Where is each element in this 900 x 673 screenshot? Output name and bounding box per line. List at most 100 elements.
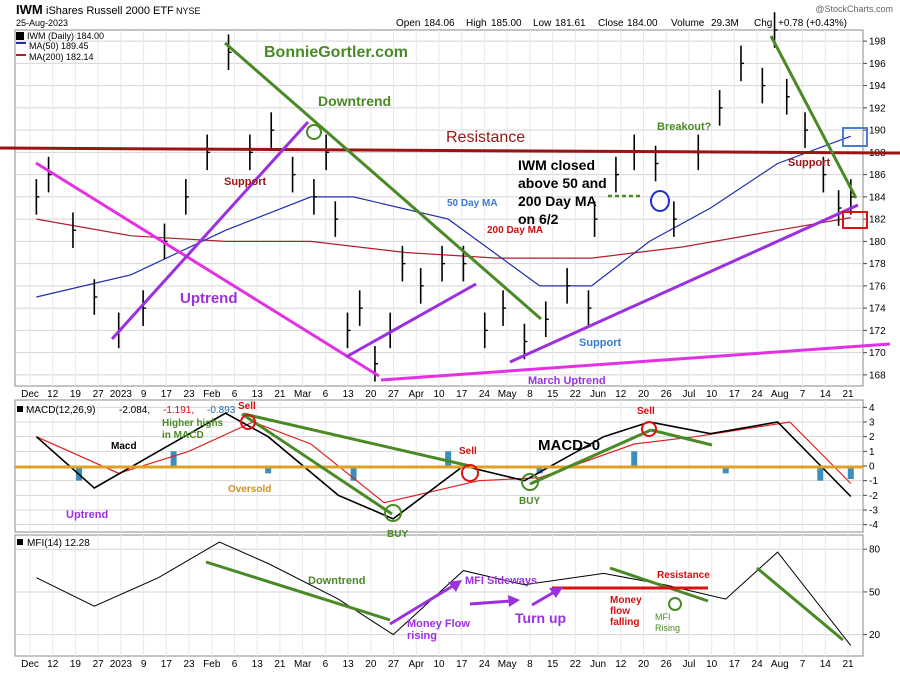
march-uptrend-label: March Uptrend (528, 375, 606, 387)
x-axis-label: 27 (388, 389, 400, 400)
money-flow-falling-2: flow (610, 606, 630, 617)
macd-histogram-bar (350, 466, 357, 481)
vertical-grid (29, 30, 849, 656)
mfi-resistance-label: Resistance (657, 570, 710, 581)
closed-note: IWM closed above 50 and 200 Day MA on 6/… (518, 157, 607, 227)
x-axis-label: 14 (820, 389, 832, 400)
x-axis-label: 7 (800, 659, 806, 670)
x-axis-label: 9 (141, 389, 147, 400)
buy-label-1: BUY (387, 529, 408, 540)
x-axis-label: Jun (590, 659, 606, 670)
x-axis-label: 23 (183, 659, 195, 670)
x-axis-label: 27 (93, 389, 105, 400)
macd-histogram-bar (170, 451, 177, 466)
x-axis-label: 20 (365, 659, 377, 670)
closed-note-line-2: above 50 and (518, 175, 607, 191)
buy-label-2: BUY (519, 496, 540, 507)
x-axis-label: 21 (274, 389, 286, 400)
macd-rising-line (529, 428, 652, 486)
mfi-annotations: Downtrend MFI Sideways Money Flow rising… (205, 560, 844, 642)
macd-tick-label: -2 (869, 491, 878, 502)
price-tick-label: 190 (869, 126, 886, 137)
x-axis-label: 15 (547, 659, 559, 670)
x-axis-label: Apr (408, 389, 424, 400)
ma50-legend-text: MA(50) 189.45 (29, 41, 89, 51)
mfi-rising-arrowhead (448, 580, 462, 592)
price-tick-label: 168 (869, 370, 886, 381)
closed-note-line-4: on 6/2 (518, 211, 559, 227)
mfi-turnup-arrow (531, 589, 557, 607)
x-axis-label: Jul (683, 659, 696, 670)
x-axis-label: 24 (479, 659, 491, 670)
ma50-value-box (842, 127, 868, 147)
higher-highs-1: Higher highs (162, 418, 224, 429)
macd-tick-label: 3 (869, 418, 875, 429)
ohlc-readout: Open 184.06 High 185.00 Low 181.61 Close… (396, 18, 847, 29)
mfi-low-circle (668, 597, 682, 611)
x-axis-label: 20 (638, 659, 650, 670)
x-axis-label: Mar (294, 659, 312, 670)
x-axis-label: 19 (70, 659, 82, 670)
mfi-legend: MFI(14) 12.28 (17, 538, 90, 549)
x-axis-label: 24 (479, 389, 491, 400)
macd-histogram-bar (536, 466, 543, 474)
high-label: High (466, 18, 487, 29)
macd-legend-v1: -2.084, (119, 405, 150, 416)
x-axis-label: 6 (232, 389, 238, 400)
support-left-label: Support (224, 176, 266, 188)
volume-label: Volume (671, 18, 705, 29)
x-axis-label: Jul (683, 389, 696, 400)
x-axis-label: 27 (388, 659, 400, 670)
x-axis-label: 10 (706, 659, 718, 670)
sell-circle-2 (461, 464, 479, 482)
x-axis-label: 6 (323, 659, 329, 670)
x-axis-label: May (498, 389, 517, 400)
price-tick-label: 176 (869, 281, 886, 292)
symbol: IWM (16, 2, 43, 17)
site-label: BonnieGortler.com (264, 44, 408, 61)
mfi-legend-swatch (17, 539, 23, 545)
price-annotations: BonnieGortler.com Downtrend Resistance S… (0, 35, 900, 387)
macd-gt0-label: MACD>0 (538, 437, 600, 454)
low-value: 181.61 (555, 18, 586, 29)
uptrend-line (110, 120, 310, 341)
macd-legend-swatch (17, 406, 23, 412)
close-value: 184.00 (627, 18, 658, 29)
open-label: Open (396, 18, 420, 29)
macd-annotations: Macd Higher highs in MACD Sell Sell Sell… (15, 401, 863, 540)
ma200-legend-swatch (16, 54, 26, 56)
x-axis-label: 15 (547, 389, 559, 400)
price-tick-label: 182 (869, 215, 886, 226)
resistance-label: Resistance (446, 129, 525, 146)
mfi-downtrend-label: Downtrend (308, 575, 365, 587)
open-value: 184.06 (424, 18, 455, 29)
x-axis-label: 12 (47, 659, 59, 670)
x-axis-label: 20 (365, 389, 377, 400)
x-axis-label: 13 (343, 659, 355, 670)
ma200-path (36, 217, 851, 259)
ma200-value-box (842, 211, 868, 229)
macd-peak-line (650, 428, 713, 447)
macd-legend: MACD(12,26,9) -2.084, -1.191, -0.893 (17, 405, 236, 416)
breakout-label: Breakout? (657, 121, 712, 133)
chg-label: Chg (754, 18, 772, 29)
x-axis-label: 23 (183, 389, 195, 400)
x-axis-label: 2023 (110, 659, 133, 670)
sell-circle-1 (240, 414, 256, 430)
x-axis-label: 21 (842, 389, 854, 400)
macd-tick-label: -3 (869, 506, 878, 517)
falling-trendline (35, 161, 380, 378)
macd-histogram (76, 451, 854, 481)
ma200-label: 200 Day MA (487, 225, 543, 236)
oversold-label: Oversold (228, 484, 271, 495)
macd-axis: -4 -3 -2 -1 0 1 2 3 4 (863, 403, 878, 531)
x-axis-label: 12 (47, 389, 59, 400)
price-tick-label: 180 (869, 237, 886, 248)
closed-note-line-1: IWM closed (518, 157, 595, 173)
ma50-legend-swatch (16, 42, 26, 44)
x-axis-labels-bottom: Dec 12 19 27 2023 9 17 23 Feb 6 13 21 Mar 6 13 20 27 Apr 1… (21, 659, 854, 670)
macd-line-label: Macd (111, 441, 137, 452)
support-right-label: Support (788, 157, 830, 169)
mfi-legend-text: MFI(14) 12.28 (27, 538, 90, 549)
